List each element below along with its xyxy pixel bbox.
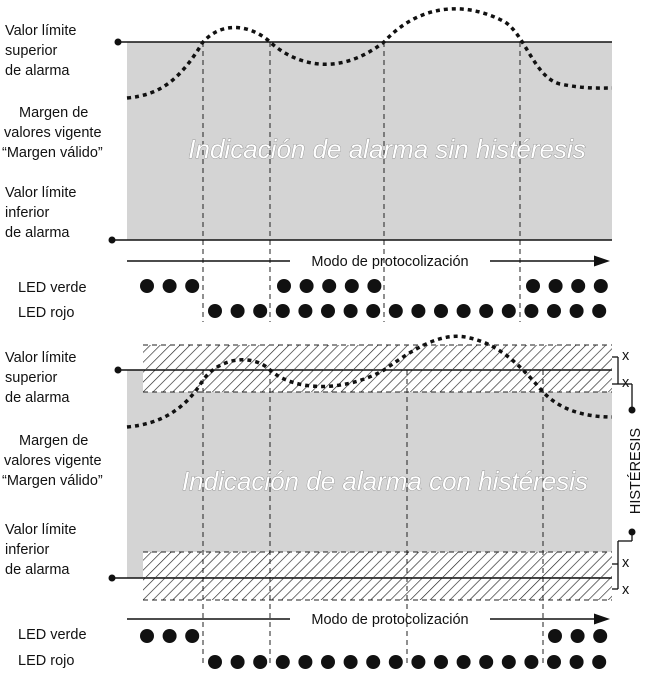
top-led-red-dot xyxy=(321,304,335,318)
top-led-green-dot xyxy=(162,279,177,293)
bottom-mode-arrow xyxy=(127,613,610,625)
top-led-red-dot xyxy=(547,304,561,318)
top-led-red-dot xyxy=(208,304,222,318)
top-panel: Valor límite superior de alarma Margen d… xyxy=(2,7,613,322)
bottom-led-red-dot xyxy=(253,655,268,669)
top-led-green-label: LED verde xyxy=(18,280,87,296)
top-led-red-dot xyxy=(434,304,448,318)
top-led-red-dot xyxy=(253,304,268,318)
bottom-led-red-dot xyxy=(547,655,561,669)
top-led-red-dot xyxy=(343,304,358,318)
top-led-red-dot xyxy=(388,304,403,318)
top-led-green-dot xyxy=(322,279,337,293)
top-led-rows xyxy=(140,279,608,318)
top-transition-guides xyxy=(202,42,521,322)
top-upper-limit-dot xyxy=(114,38,122,46)
bottom-led-red-dot xyxy=(479,655,494,669)
bottom-transition-guides xyxy=(202,370,544,664)
top-led-red-dot xyxy=(569,304,584,318)
top-led-red-dot xyxy=(524,304,539,318)
bottom-led-green-dot xyxy=(570,629,585,643)
top-led-red-dot xyxy=(275,304,290,318)
bottom-led-red-dot xyxy=(366,655,381,669)
upper-hysteresis-band-outer xyxy=(143,345,612,369)
bottom-led-green-dot xyxy=(185,629,200,643)
bottom-upper-limit-label: Valor límite superior de alarma xyxy=(5,350,80,406)
top-led-green-dot xyxy=(571,279,586,293)
bottom-led-red-dot xyxy=(569,655,584,669)
top-led-green-dot xyxy=(185,279,200,293)
top-banner-text: Indicación de alarma sin histéresis xyxy=(188,134,585,164)
bottom-led-green-dot xyxy=(140,629,154,643)
bottom-led-green-label: LED verde xyxy=(18,627,87,643)
top-led-green-dot xyxy=(367,279,382,293)
bottom-valid-range-area xyxy=(127,370,612,578)
top-led-green-dot xyxy=(277,279,291,293)
top-valid-range-area xyxy=(127,42,612,240)
hysteresis-x-mark: x xyxy=(622,582,630,598)
hysteresis-bracket-bottom-dot xyxy=(628,528,636,536)
bottom-led-red-label: LED rojo xyxy=(18,653,74,669)
bottom-led-red-dot xyxy=(592,655,607,669)
hysteresis-x-mark: x xyxy=(622,348,630,364)
bottom-valid-range-label: Margen de valores vigente “Margen válido… xyxy=(2,433,106,489)
bottom-lower-limit-dot xyxy=(108,574,116,582)
hysteresis-x-mark: x xyxy=(622,375,630,391)
bottom-led-red-dot xyxy=(388,655,403,669)
top-led-red-dot xyxy=(592,304,607,318)
bottom-led-red-dot xyxy=(501,655,516,669)
top-mode-arrow xyxy=(127,255,610,267)
bottom-led-red-dot xyxy=(434,655,448,669)
top-led-green-dot xyxy=(299,279,314,293)
hysteresis-bracket-top-dot xyxy=(628,406,636,414)
bottom-measured-signal-curve xyxy=(126,334,613,429)
bottom-led-red-dot xyxy=(321,655,335,669)
top-led-green-dot xyxy=(344,279,359,293)
top-led-red-dot xyxy=(456,304,471,318)
top-led-red-dot xyxy=(230,304,245,318)
bottom-led-green-dot xyxy=(162,629,177,643)
top-led-red-dot xyxy=(501,304,516,318)
top-led-red-dot xyxy=(298,304,313,318)
bottom-led-red-dot xyxy=(456,655,471,669)
bottom-led-red-dot xyxy=(298,655,313,669)
top-led-green-dot xyxy=(548,279,563,293)
top-led-red-dot xyxy=(411,304,426,318)
hysteresis-label: HISTÉRESIS xyxy=(627,428,644,514)
top-led-red-dot xyxy=(366,304,381,318)
bottom-led-red-dot xyxy=(230,655,245,669)
top-measured-signal-curve xyxy=(126,7,613,100)
top-upper-limit-label: Valor límite superior de alarma xyxy=(5,23,80,79)
bottom-led-green-dot xyxy=(548,629,562,643)
bottom-led-rows xyxy=(140,629,608,669)
top-led-green-dot xyxy=(140,279,154,293)
bottom-panel: Valor límite superior de alarma Margen d… xyxy=(2,334,644,669)
top-mode-label: Modo de protocolización xyxy=(311,254,468,270)
bottom-mode-label: Modo de protocolización xyxy=(311,612,468,628)
lower-hysteresis-band-inner xyxy=(143,552,612,577)
bottom-led-red-dot xyxy=(208,655,222,669)
bottom-led-red-dot xyxy=(411,655,426,669)
top-led-red-label: LED rojo xyxy=(18,305,74,321)
hysteresis-bracket xyxy=(612,356,633,590)
bottom-hysteresis-band-edges xyxy=(143,344,612,601)
bottom-led-red-dot xyxy=(275,655,290,669)
top-led-red-dot xyxy=(479,304,494,318)
upper-hysteresis-band-inner xyxy=(143,370,612,392)
top-valid-range-label: Margen de valores vigente “Margen válido… xyxy=(2,105,106,161)
top-lower-limit-label: Valor límite inferior de alarma xyxy=(5,185,80,241)
top-led-green-dot xyxy=(526,279,540,293)
bottom-banner-text: Indicación de alarma con histéresis xyxy=(182,466,588,496)
hysteresis-x-mark: x xyxy=(622,555,630,571)
bottom-led-green-dot xyxy=(593,629,608,643)
top-led-green-dot xyxy=(593,279,608,293)
bottom-led-red-dot xyxy=(524,655,539,669)
bottom-lower-limit-label: Valor límite inferior de alarma xyxy=(5,522,80,578)
lower-hysteresis-band-outer xyxy=(143,578,612,600)
bottom-upper-limit-dot xyxy=(114,366,122,374)
top-lower-limit-dot xyxy=(108,236,116,244)
bottom-led-red-dot xyxy=(343,655,358,669)
